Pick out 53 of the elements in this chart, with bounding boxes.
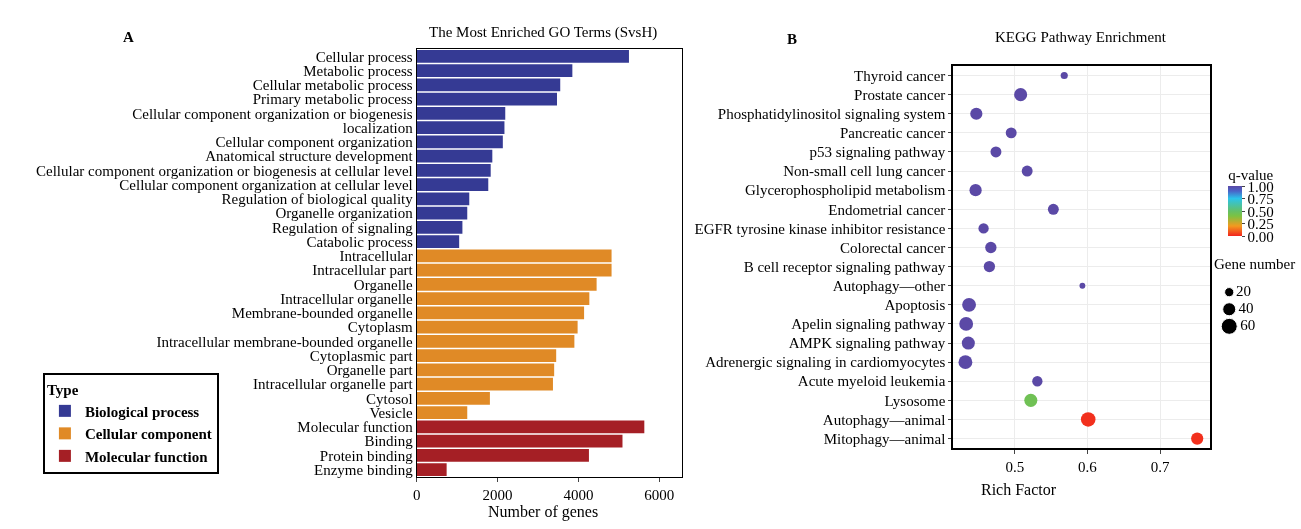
chart-title: The Most Enriched GO Terms (SvsH) <box>429 24 658 41</box>
bar <box>416 434 623 448</box>
color-bar-title: q-value <box>1228 166 1274 183</box>
legend-label: Molecular function <box>84 448 209 465</box>
y-tick-label: AMPK signaling pathway <box>788 335 946 352</box>
bar <box>416 320 578 334</box>
bar <box>416 263 612 277</box>
chart-title: KEGG Pathway Enrichment <box>995 29 1167 45</box>
y-tick-label: Glycerophospholipid metabolism <box>744 182 946 199</box>
x-tick-label: 2000 <box>482 486 513 503</box>
x-axis-title: Rich Factor <box>981 481 1057 498</box>
y-tick-label: Binding <box>364 433 414 450</box>
y-tick-label: Intracellular part <box>312 262 414 279</box>
y-tick-label: Endometrial cancer <box>828 201 946 218</box>
bar <box>416 249 612 263</box>
y-tick-label: Non-small cell lung cancer <box>783 163 946 180</box>
legend-title: Gene number <box>1214 256 1296 272</box>
bar <box>416 377 553 391</box>
y-tick-label: Cellular process <box>315 48 413 65</box>
y-tick-label: Phosphatidylinositol signaling system <box>717 106 946 123</box>
text: A <box>123 29 134 45</box>
y-tick-label: Apoptosis <box>884 297 946 314</box>
x-tick-label: 0.5 <box>1005 458 1025 475</box>
text: B <box>787 31 798 47</box>
x-tick-label: 6000 <box>644 486 675 503</box>
y-tick-label: Colorectal cancer <box>839 239 946 256</box>
y-tick-label: Thyroid cancer <box>854 67 946 84</box>
y-tick-label: Mitophagy—animal <box>823 430 946 447</box>
y-tick-label: Autophagy—other <box>832 277 946 294</box>
legend-label: Biological process <box>84 403 200 420</box>
y-tick-label: Pancreatic cancer <box>839 125 946 142</box>
x-tick-label: 0.7 <box>1150 458 1171 475</box>
legend-label: 60 <box>1240 317 1256 334</box>
legend-label: 20 <box>1236 282 1251 299</box>
x-axis-title: Number of genes <box>488 503 599 521</box>
y-tick-label: Adrenergic signaling in cardiomyocytes <box>705 354 946 371</box>
y-tick-label: Autophagy—animal <box>822 411 946 428</box>
y-tick-label: Acute myeloid leukemia <box>797 373 946 390</box>
y-tick-label: Lysosome <box>884 392 946 409</box>
y-tick-label: Prostate cancer <box>854 86 946 103</box>
x-tick-label: 0 <box>412 486 421 503</box>
legend-title: Type <box>46 381 79 398</box>
legend-label: 40 <box>1238 300 1254 316</box>
y-tick-label: Cellular component organization <box>215 134 414 151</box>
y-tick-label: p53 signaling pathway <box>809 144 946 161</box>
x-tick-label: 0.6 <box>1078 458 1098 475</box>
bar <box>416 420 645 434</box>
y-tick-label: Apelin signaling pathway <box>791 316 946 333</box>
y-tick-label: EGFR tyrosine kinase inhibitor resistance <box>694 220 946 237</box>
x-tick-label: 4000 <box>563 486 594 503</box>
y-tick-label: Molecular function <box>297 419 414 436</box>
y-tick-label: B cell receptor signaling pathway <box>743 258 946 275</box>
legend-label: Cellular component <box>84 426 212 443</box>
